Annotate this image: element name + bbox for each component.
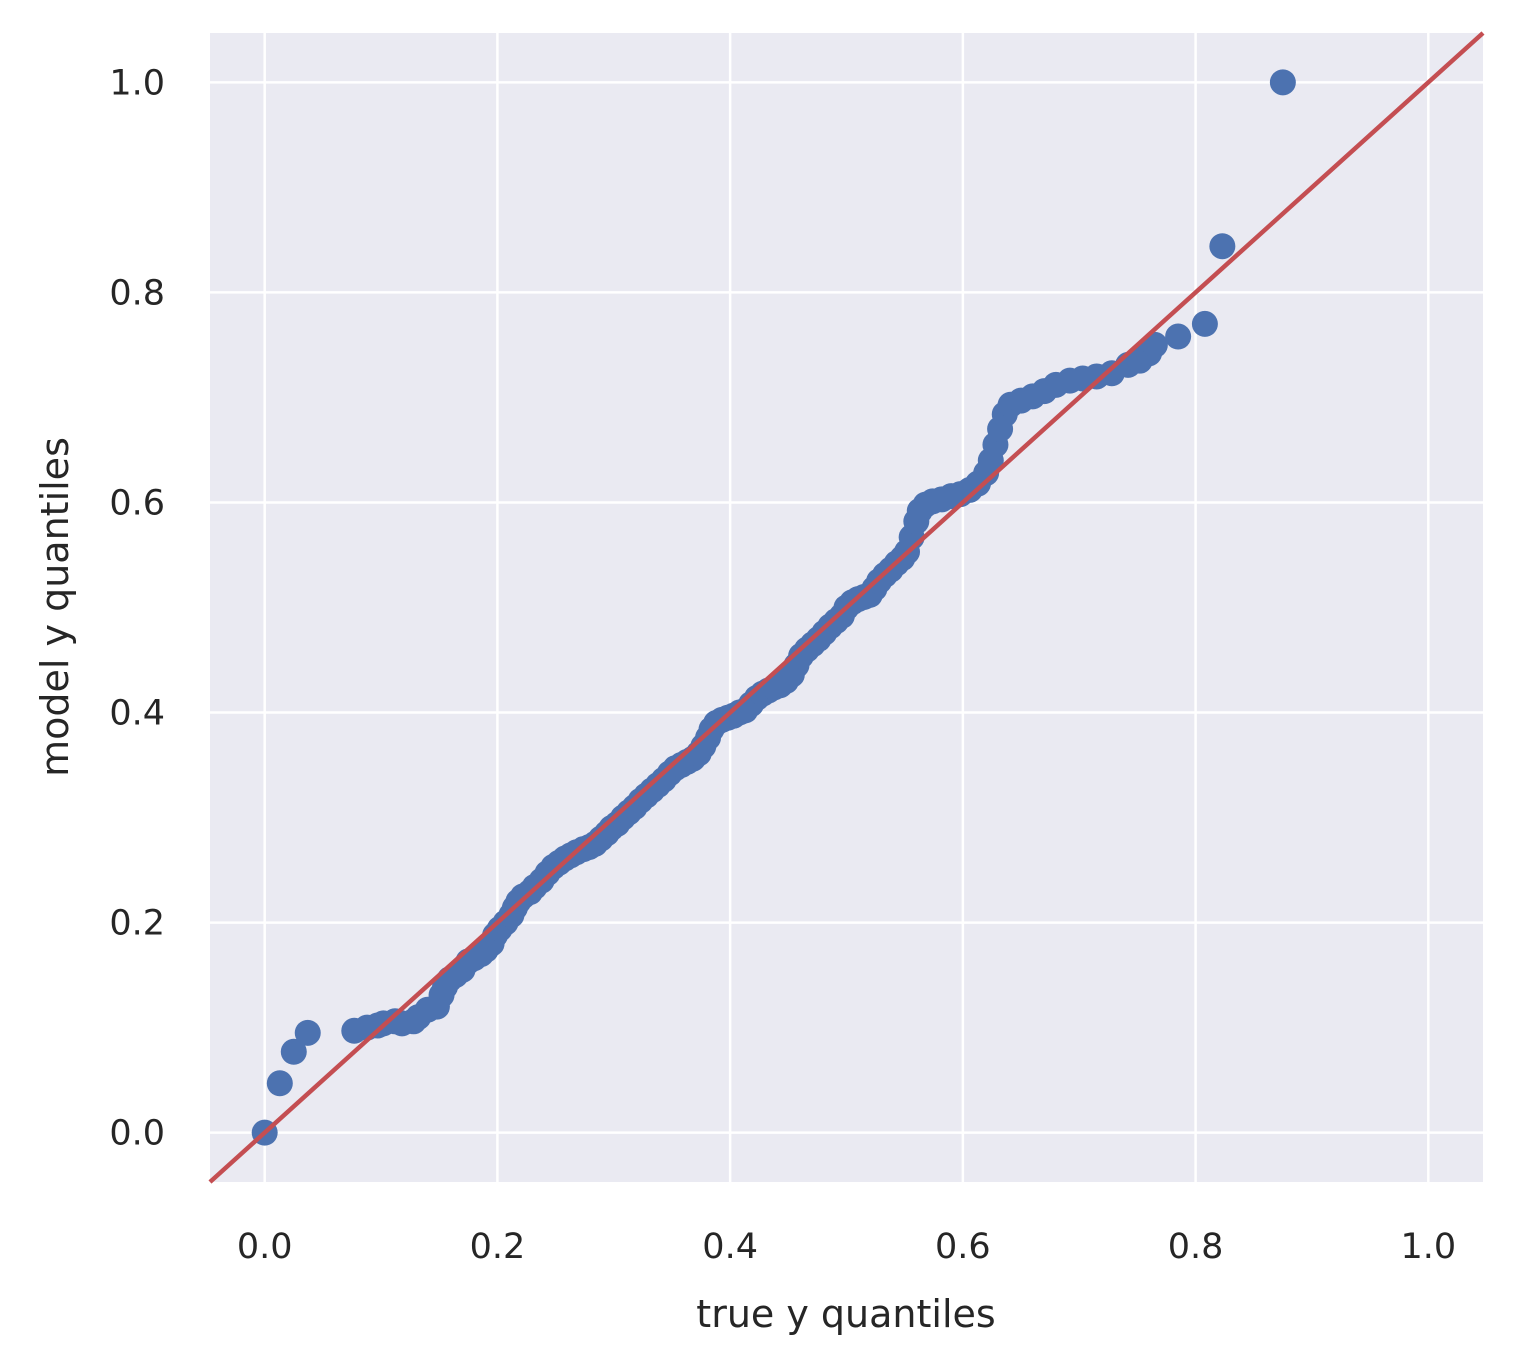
x-axis-label: true y quantiles [696,1292,995,1336]
x-tick-label: 0.8 [1168,1227,1224,1267]
y-tick-label: 0.2 [109,904,165,944]
y-tick-label: 1.0 [109,63,165,103]
data-point [1165,323,1192,350]
data-point [1141,331,1168,358]
y-tick-label: 0.0 [109,1114,165,1154]
x-tick-label: 0.2 [470,1227,526,1267]
y-tick-label: 0.4 [109,694,165,734]
y-tick-labels: 0.0 0.2 0.4 0.6 0.8 1.0 [109,63,165,1153]
x-tick-label: 0.4 [702,1227,758,1267]
data-point [266,1070,293,1097]
y-axis-label: model y quantiles [33,437,77,777]
x-tick-label: 0.0 [237,1227,293,1267]
data-point [280,1038,307,1065]
x-tick-labels: 0.0 0.2 0.4 0.6 0.8 1.0 [237,1227,1456,1267]
data-point [1209,233,1236,260]
x-tick-label: 1.0 [1400,1227,1456,1267]
data-point [1269,69,1296,96]
x-gridlines [263,33,1430,1182]
y-tick-label: 0.8 [109,273,165,313]
y-tick-label: 0.6 [109,483,165,523]
data-point [1191,310,1218,337]
reference-line [208,31,1485,1184]
x-tick-label: 0.6 [935,1227,991,1267]
data-point [294,1019,321,1046]
